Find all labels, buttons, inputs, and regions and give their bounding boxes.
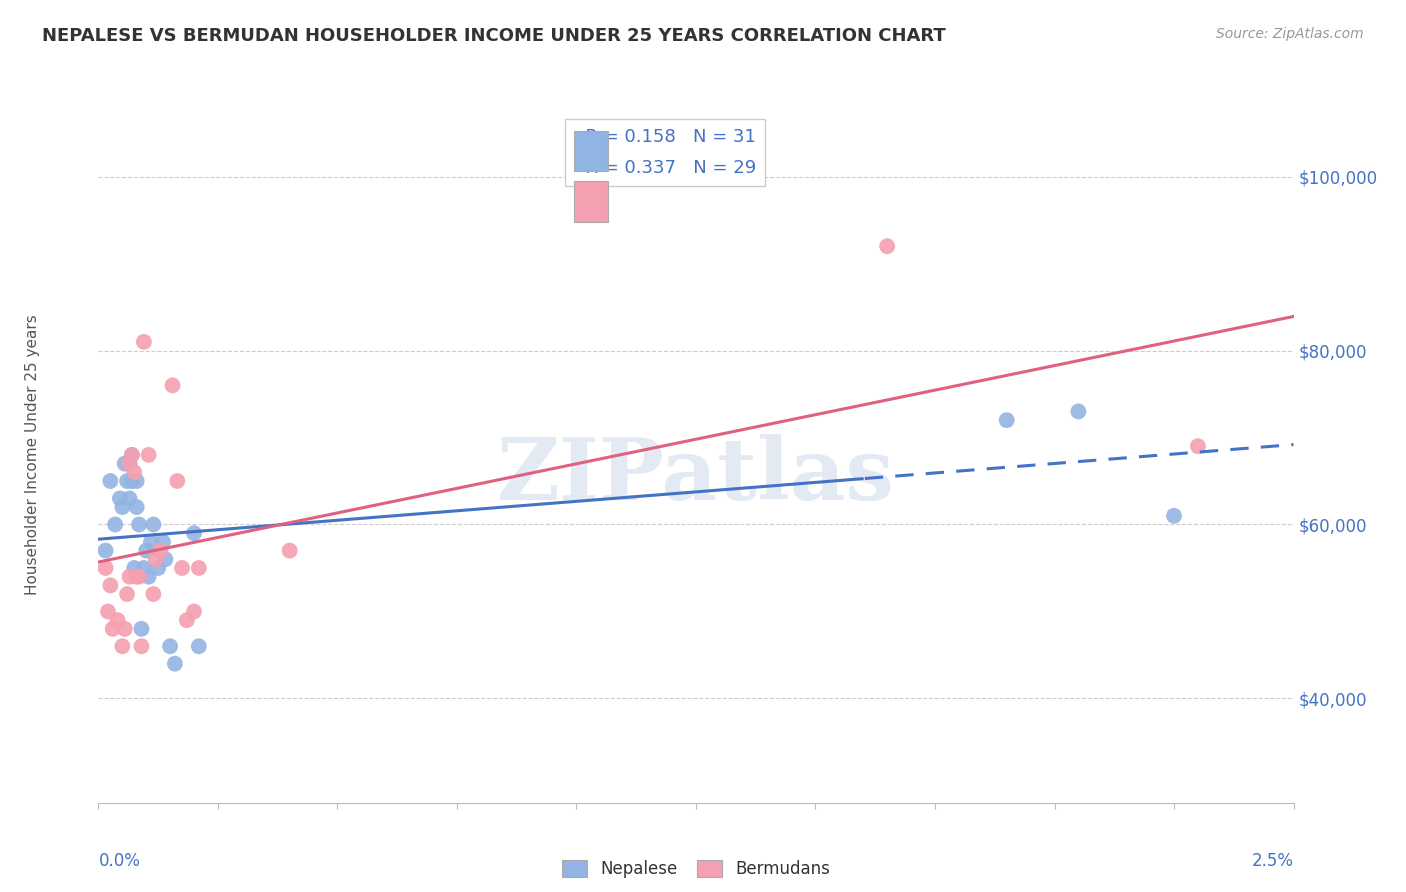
Point xyxy=(125,570,148,584)
Point xyxy=(138,570,160,584)
Point xyxy=(128,570,150,584)
Point xyxy=(155,552,177,566)
Point xyxy=(148,561,170,575)
Point xyxy=(172,561,194,575)
Point xyxy=(142,587,165,601)
Point xyxy=(118,491,141,506)
Point xyxy=(118,570,141,584)
Point xyxy=(187,639,209,653)
Text: NEPALESE VS BERMUDAN HOUSEHOLDER INCOME UNDER 25 YEARS CORRELATION CHART: NEPALESE VS BERMUDAN HOUSEHOLDER INCOME … xyxy=(42,27,946,45)
Point xyxy=(114,457,136,471)
Point xyxy=(94,543,117,558)
Point xyxy=(135,543,157,558)
Text: ZIPatlas: ZIPatlas xyxy=(496,434,896,517)
Point xyxy=(1187,439,1209,453)
Point xyxy=(121,474,143,488)
Text: R = 0.158   N = 31
  R = 0.337   N = 29: R = 0.158 N = 31 R = 0.337 N = 29 xyxy=(574,128,756,177)
Text: 2.5%: 2.5% xyxy=(1251,852,1294,870)
Text: Householder Income Under 25 years: Householder Income Under 25 years xyxy=(25,315,41,595)
Point xyxy=(114,622,136,636)
Point xyxy=(124,466,146,480)
Point xyxy=(94,561,117,575)
FancyBboxPatch shape xyxy=(574,131,607,171)
Point xyxy=(125,474,148,488)
Point xyxy=(183,526,205,541)
Text: 0.0%: 0.0% xyxy=(98,852,141,870)
Point xyxy=(176,613,198,627)
Point xyxy=(1067,404,1090,418)
Point xyxy=(128,517,150,532)
Point xyxy=(111,639,134,653)
Point xyxy=(152,535,174,549)
Point xyxy=(107,613,129,627)
Point xyxy=(101,622,124,636)
Point xyxy=(97,605,120,619)
Text: Source: ZipAtlas.com: Source: ZipAtlas.com xyxy=(1216,27,1364,41)
Point xyxy=(1163,508,1185,523)
Point xyxy=(115,587,138,601)
Point xyxy=(131,639,153,653)
Point xyxy=(118,457,141,471)
Point xyxy=(100,578,122,592)
Point xyxy=(121,448,143,462)
Point xyxy=(100,474,122,488)
Point xyxy=(138,448,160,462)
Point xyxy=(132,334,155,349)
Point xyxy=(142,517,165,532)
Point xyxy=(121,448,143,462)
Point xyxy=(115,474,138,488)
Point xyxy=(163,657,186,671)
Point xyxy=(118,457,141,471)
Point xyxy=(131,622,153,636)
Point xyxy=(111,500,134,515)
Point xyxy=(125,500,148,515)
Point xyxy=(162,378,184,392)
Point xyxy=(187,561,209,575)
Point xyxy=(159,639,181,653)
Point xyxy=(124,561,146,575)
Point xyxy=(166,474,188,488)
Point xyxy=(278,543,301,558)
Point xyxy=(183,605,205,619)
Point xyxy=(139,535,162,549)
Point xyxy=(876,239,898,253)
FancyBboxPatch shape xyxy=(574,181,607,222)
Point xyxy=(995,413,1018,427)
Point xyxy=(108,491,131,506)
Point xyxy=(149,543,172,558)
Point xyxy=(132,561,155,575)
Legend: Nepalese, Bermudans: Nepalese, Bermudans xyxy=(555,854,837,885)
Point xyxy=(145,552,167,566)
Point xyxy=(104,517,127,532)
